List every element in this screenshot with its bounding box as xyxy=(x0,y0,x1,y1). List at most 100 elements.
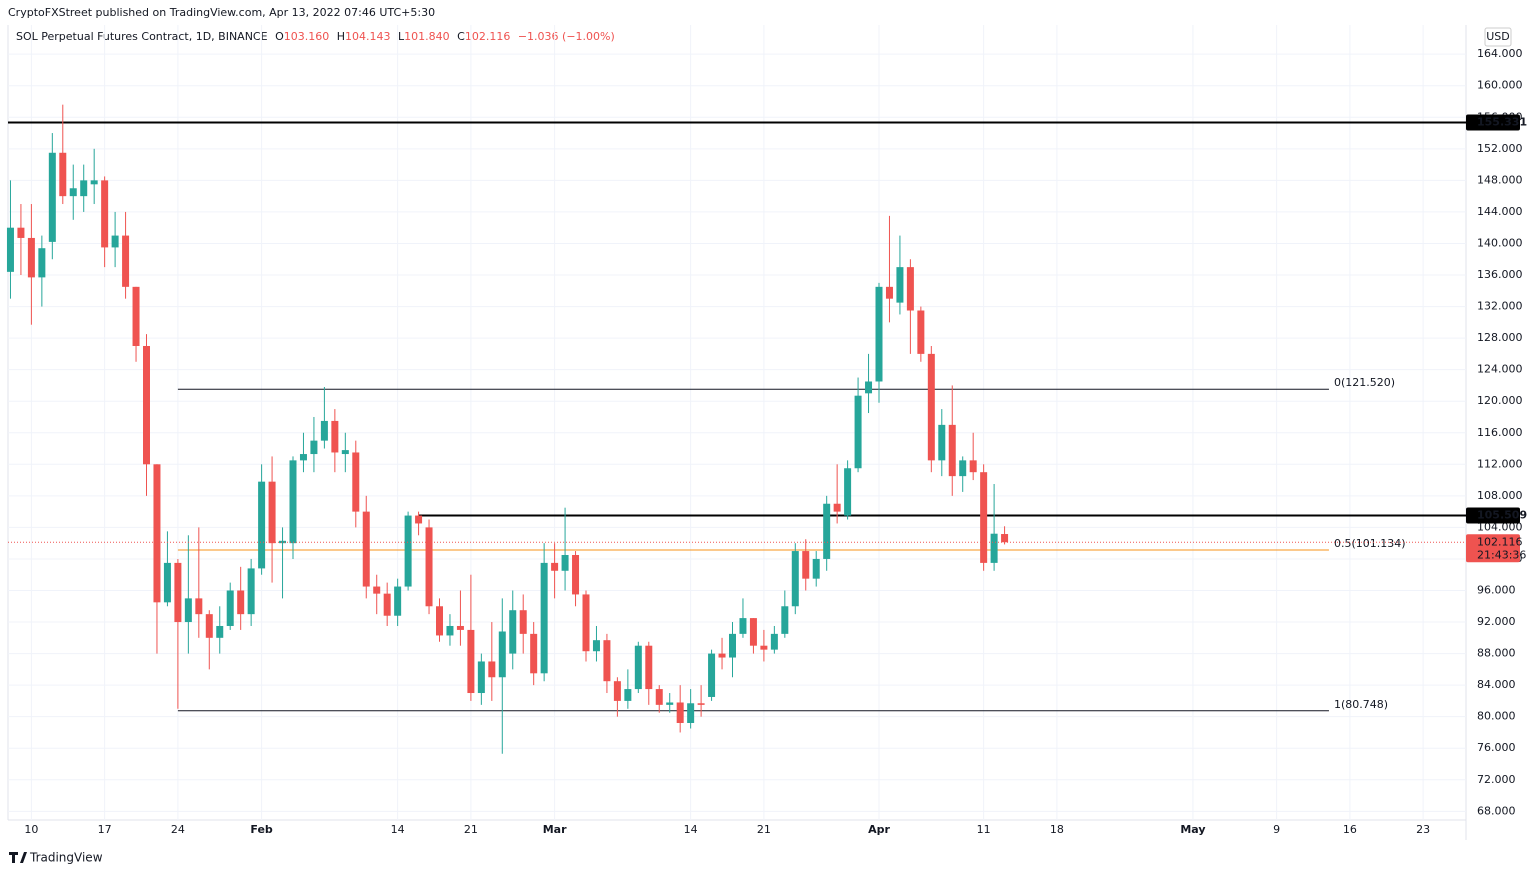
h-label: H xyxy=(337,30,345,43)
candle-body xyxy=(415,515,423,524)
y-tick-label: 116.000 xyxy=(1477,426,1523,439)
fib-label: 0(121.520) xyxy=(1334,376,1395,389)
x-tick-label: Feb xyxy=(250,823,273,836)
candle-body xyxy=(791,551,799,607)
candle-body xyxy=(833,503,841,512)
candle-body xyxy=(624,689,632,701)
candle-body xyxy=(854,395,862,469)
candle-body xyxy=(718,653,726,658)
y-tick-label: 104.000 xyxy=(1477,520,1523,533)
candle-body xyxy=(498,631,506,678)
candle-body xyxy=(582,594,590,652)
candle-body xyxy=(352,452,360,512)
y-tick-label: 132.000 xyxy=(1477,300,1523,313)
candle-body xyxy=(509,610,517,654)
y-tick-label: 112.000 xyxy=(1477,457,1523,470)
l-label: L xyxy=(398,30,405,43)
y-tick-label: 68.000 xyxy=(1477,804,1516,817)
candle-body xyxy=(310,440,318,455)
x-tick-label: 14 xyxy=(684,823,698,836)
candle-body xyxy=(163,562,171,603)
candle-body xyxy=(781,606,789,634)
ohlc-header: SOL Perpetual Futures Contract, 1D, BINA… xyxy=(16,30,615,43)
candle-body xyxy=(226,590,234,626)
logo-icon xyxy=(9,852,27,863)
candle-body xyxy=(17,227,25,238)
candle-body xyxy=(488,661,496,678)
publisher: CryptoFXStreet published on TradingView.… xyxy=(8,6,435,19)
brand: TradingView xyxy=(29,851,103,865)
last-price-tag xyxy=(1466,534,1520,563)
candle-body xyxy=(299,454,307,461)
x-tick-label: 11 xyxy=(977,823,991,836)
candle-body xyxy=(404,515,412,587)
candle-body xyxy=(749,618,757,646)
candle-body xyxy=(80,180,88,197)
candle-body xyxy=(551,562,559,571)
y-tick-label: 80.000 xyxy=(1477,710,1516,723)
l-value: 101.840 xyxy=(404,30,450,43)
candle-body xyxy=(729,633,736,658)
candle-body xyxy=(697,703,705,705)
x-tick-label: 18 xyxy=(1050,823,1064,836)
o-label: O xyxy=(275,30,284,43)
candle-body xyxy=(760,645,768,650)
candle-body xyxy=(362,511,370,587)
x-tick-label: 21 xyxy=(464,823,478,836)
h-value: 104.143 xyxy=(345,30,391,43)
y-tick-label: 92.000 xyxy=(1477,615,1516,628)
candle-body xyxy=(216,625,224,638)
price-tag-label: 155.331 xyxy=(1477,116,1527,129)
candle-body xyxy=(268,481,276,544)
countdown: 21:43:36 xyxy=(1477,548,1526,561)
candle-body xyxy=(383,593,391,616)
y-tick-label: 152.000 xyxy=(1477,142,1523,155)
x-tick-label: 23 xyxy=(1416,823,1430,836)
candle-body xyxy=(446,625,454,636)
y-tick-label: 148.000 xyxy=(1477,173,1523,186)
candle-body xyxy=(38,248,46,278)
c-label: C xyxy=(457,30,465,43)
candle-body xyxy=(655,689,663,705)
candle-body xyxy=(519,610,527,634)
candle-body xyxy=(467,629,475,694)
candle-body xyxy=(184,598,192,623)
candle-body xyxy=(237,590,245,615)
y-tick-label: 128.000 xyxy=(1477,331,1523,344)
fib-label: 0.5(101.134) xyxy=(1334,537,1406,550)
candle-body xyxy=(666,702,674,705)
candle-body xyxy=(394,586,402,616)
candle-body xyxy=(205,614,213,638)
c-value: 102.116 xyxy=(465,30,511,43)
candle-body xyxy=(844,468,852,516)
candle-body xyxy=(436,606,443,636)
candle-body xyxy=(258,481,266,569)
candle-body xyxy=(195,598,203,615)
candle-body xyxy=(592,640,600,652)
candle-body xyxy=(540,562,548,674)
o-value: 103.160 xyxy=(284,30,330,43)
candle-body xyxy=(896,267,904,303)
candle-body xyxy=(634,645,642,690)
candle-body xyxy=(247,568,255,615)
x-tick-label: Mar xyxy=(543,823,567,836)
candle-body xyxy=(823,503,831,559)
candle-body xyxy=(289,460,297,544)
candle-body xyxy=(739,618,747,634)
currency-box xyxy=(1484,27,1512,47)
candle-body xyxy=(865,381,873,394)
y-tick-label: 88.000 xyxy=(1477,647,1516,660)
candle-body xyxy=(645,645,653,690)
candle-body xyxy=(143,345,150,465)
change: −1.036 (−1.00%) xyxy=(518,30,615,43)
y-tick-label: 136.000 xyxy=(1477,268,1523,281)
candle-body xyxy=(812,558,820,579)
plot: 0(121.520) 0.5(101.134) 1(80.748) xyxy=(6,104,1466,754)
candle-body xyxy=(990,533,998,563)
candle-body xyxy=(613,681,621,701)
candle-body xyxy=(320,420,328,441)
candle-body xyxy=(90,180,98,185)
candle-body xyxy=(48,152,56,242)
